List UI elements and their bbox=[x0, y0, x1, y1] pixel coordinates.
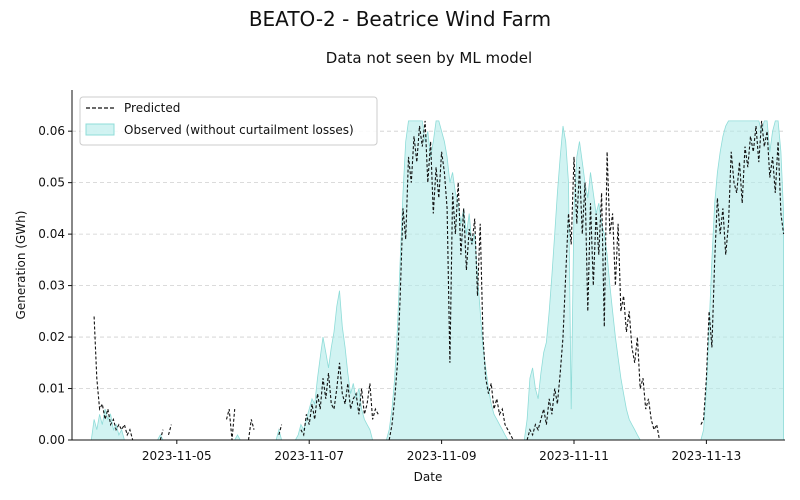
observed-area bbox=[385, 120, 509, 441]
predicted-line bbox=[247, 419, 255, 441]
predicted-line bbox=[167, 424, 172, 436]
x-tick-label: 2023-11-07 bbox=[274, 449, 344, 463]
y-tick-label: 0.02 bbox=[38, 330, 65, 344]
y-axis-label: Generation (GWh) bbox=[14, 211, 28, 320]
x-axis-ticks: 2023-11-05 2023-11-07 2023-11-09 2023-11-11… bbox=[142, 440, 741, 463]
y-tick-label: 0.05 bbox=[38, 176, 65, 190]
predicted-line bbox=[225, 408, 236, 441]
chart-subtitle: Data not seen by ML model bbox=[326, 49, 532, 67]
legend: Predicted Observed (without curtailment … bbox=[79, 96, 378, 146]
predicted-line bbox=[388, 120, 514, 441]
observed-area bbox=[234, 434, 241, 441]
observed-area bbox=[294, 290, 374, 441]
x-tick-label: 2023-11-11 bbox=[539, 449, 609, 463]
chart-title: BEATO-2 - Beatrice Wind Farm bbox=[249, 7, 551, 31]
legend-observed-label: Observed (without curtailment losses) bbox=[124, 123, 354, 137]
x-tick-label: 2023-11-05 bbox=[142, 449, 212, 463]
y-tick-label: 0.00 bbox=[38, 433, 65, 447]
y-tick-label: 0.04 bbox=[38, 227, 65, 241]
y-tick-label: 0.01 bbox=[38, 382, 65, 396]
legend-box bbox=[79, 96, 378, 146]
observed-area bbox=[90, 408, 125, 441]
legend-observed-swatch bbox=[85, 123, 115, 136]
predicted-line bbox=[159, 429, 164, 441]
x-tick-label: 2023-11-09 bbox=[407, 449, 477, 463]
y-tick-label: 0.06 bbox=[38, 124, 65, 138]
predicted-line bbox=[93, 316, 134, 441]
predicted-line bbox=[300, 362, 379, 437]
y-tick-label: 0.03 bbox=[38, 279, 65, 293]
observed-area bbox=[700, 120, 784, 441]
legend-predicted-label: Predicted bbox=[124, 101, 180, 115]
x-axis-label: Date bbox=[414, 470, 443, 484]
predicted-line bbox=[700, 120, 785, 425]
observed-series bbox=[90, 120, 784, 441]
y-axis-ticks: 0.00 0.01 0.02 0.03 0.04 0.05 0.06 bbox=[38, 124, 72, 447]
predicted-line bbox=[526, 151, 661, 441]
predicted-line bbox=[278, 424, 283, 436]
predicted-series bbox=[93, 120, 785, 441]
x-tick-label: 2023-11-13 bbox=[672, 449, 742, 463]
observed-area bbox=[523, 125, 641, 441]
